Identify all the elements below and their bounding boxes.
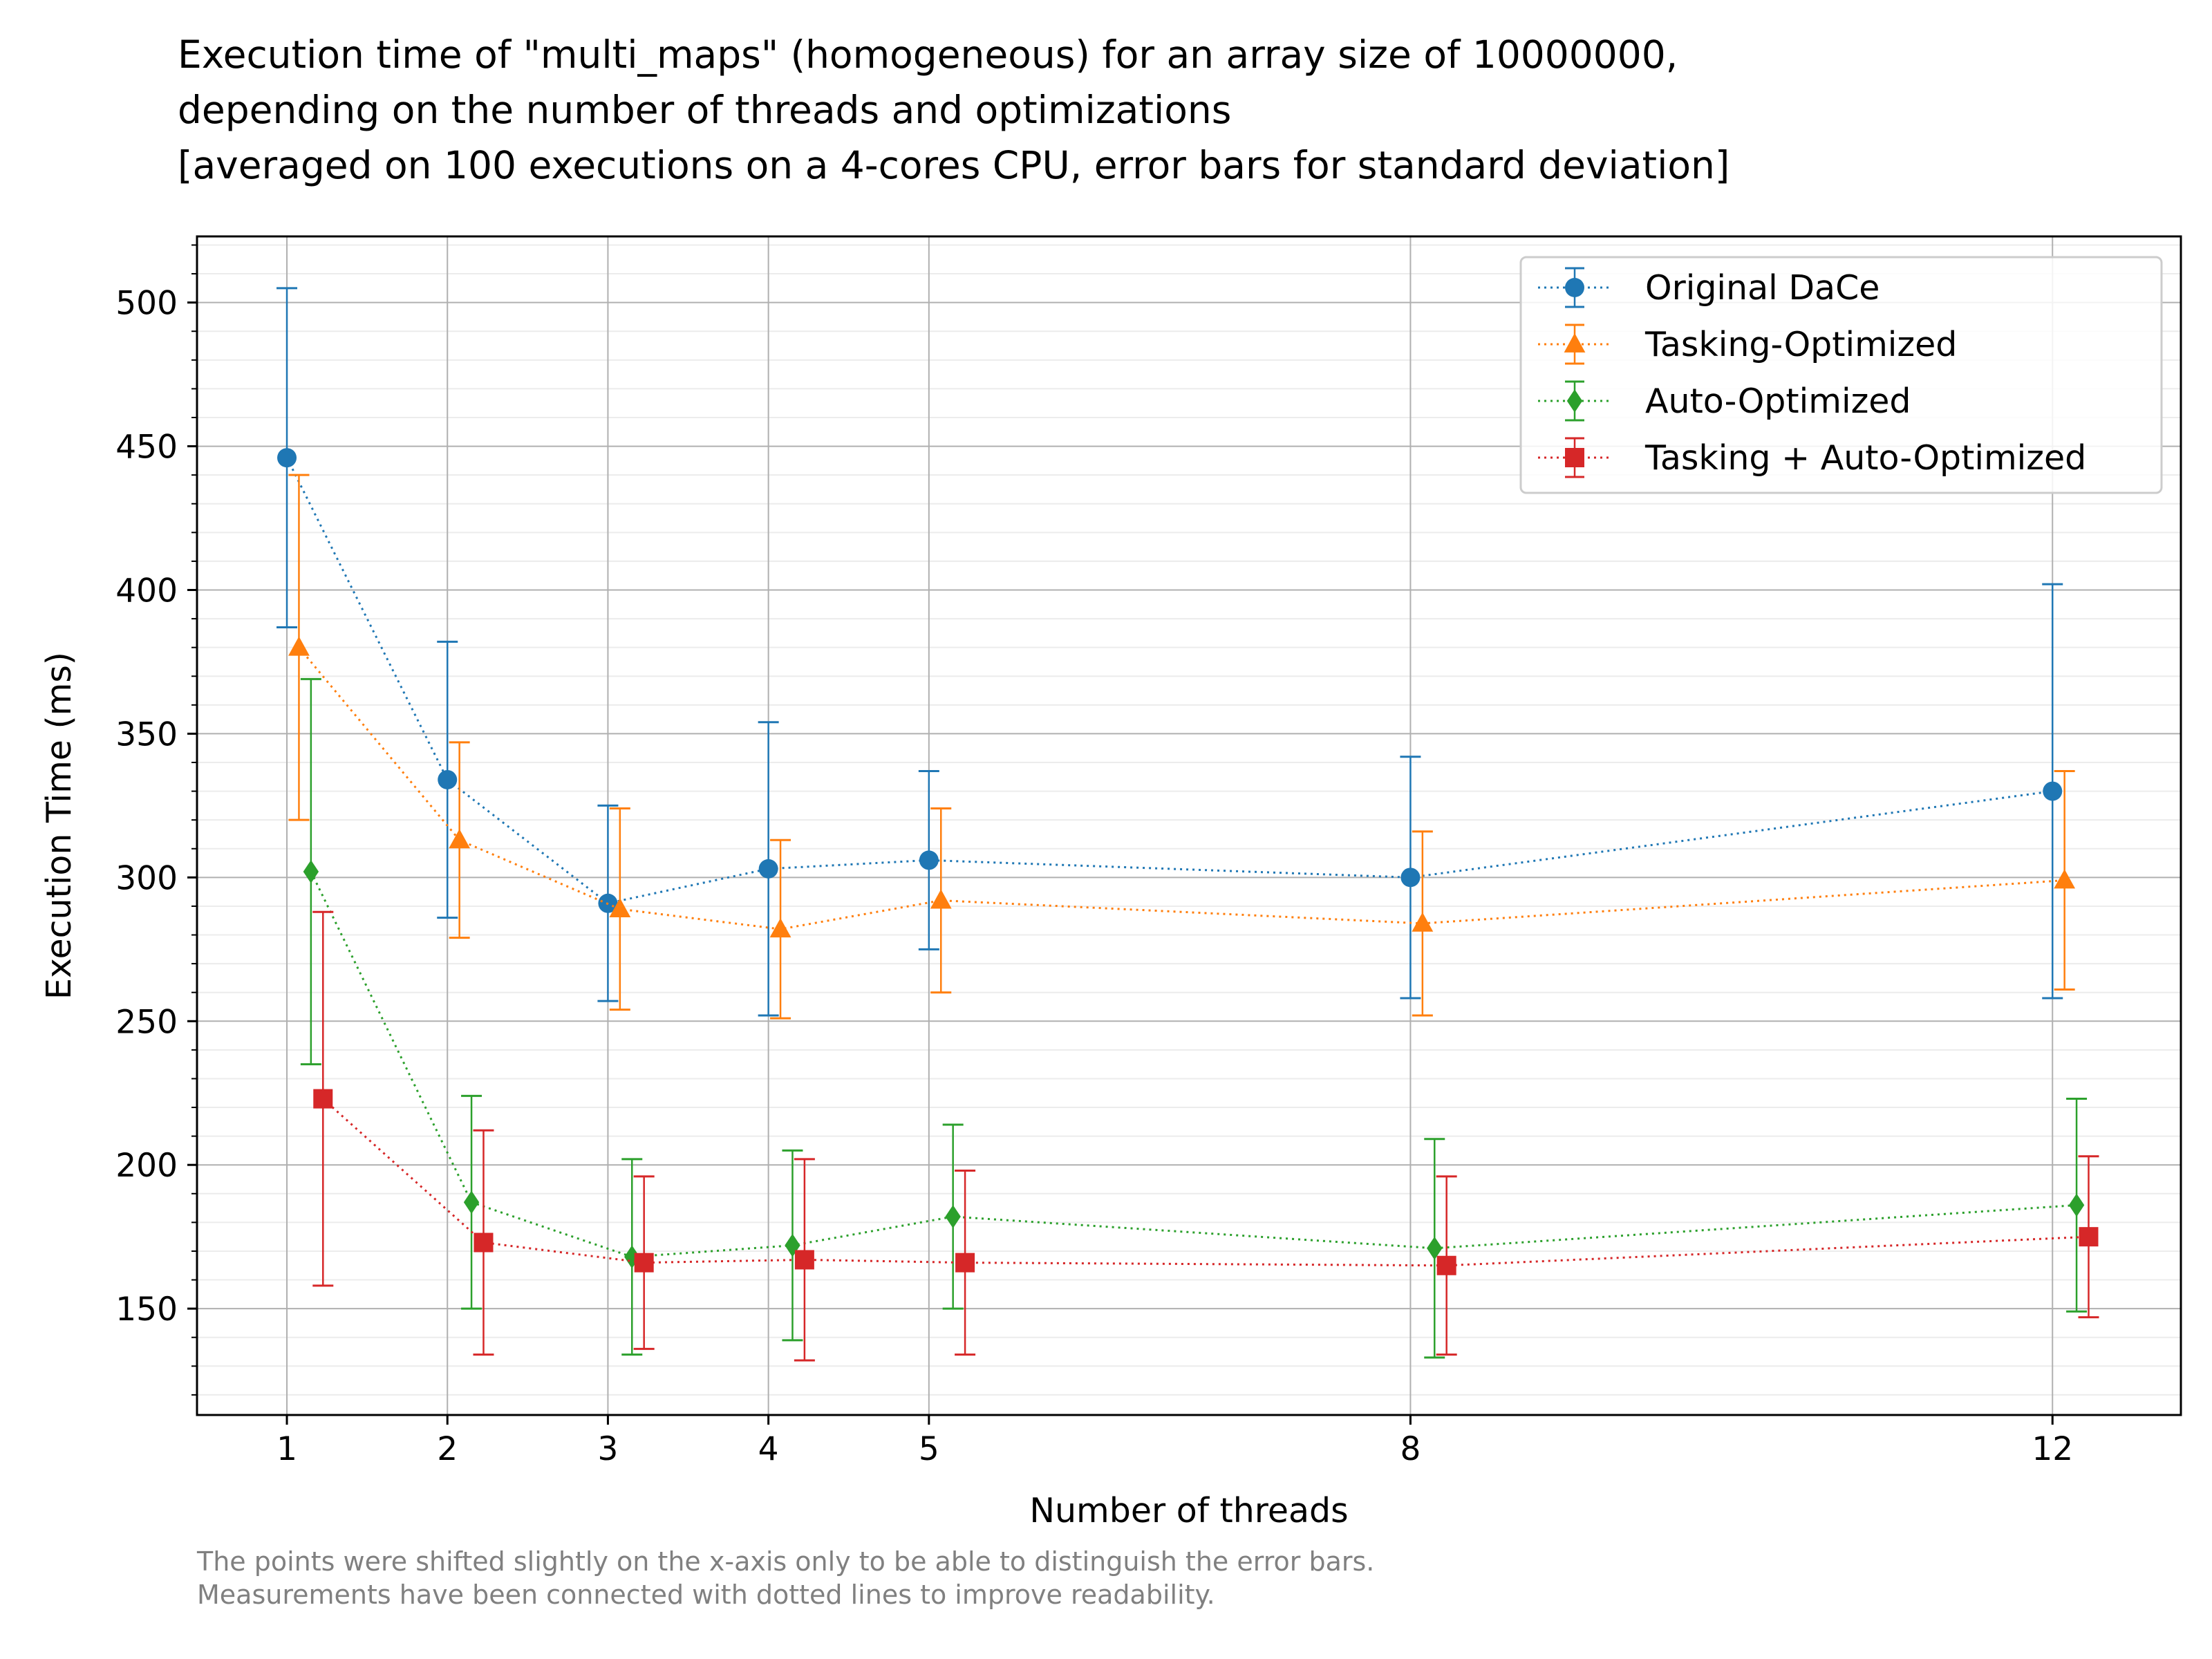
- data-point: [303, 860, 319, 883]
- plot-frame: [196, 235, 2182, 1416]
- data-point: [1400, 868, 1421, 888]
- data-point: [930, 889, 952, 909]
- x-tick-label: 1: [276, 1430, 297, 1468]
- x-tick-label: 5: [919, 1430, 939, 1468]
- y-tick-label: 500: [115, 285, 178, 323]
- legend-entry: Tasking-Optimized: [1538, 324, 1957, 365]
- data-point: [438, 769, 458, 789]
- data-point: [609, 897, 631, 917]
- series-1: [288, 474, 2076, 1020]
- data-point: [463, 1190, 480, 1215]
- data-point: [1565, 448, 1584, 467]
- series-0: [276, 287, 2063, 1017]
- data-point: [474, 1232, 494, 1253]
- y-tick-label: 350: [115, 715, 178, 753]
- y-tick-label: 450: [115, 429, 178, 467]
- series-line: [285, 457, 2053, 905]
- data-point: [955, 1253, 975, 1273]
- y-tick-label: 250: [115, 1003, 178, 1041]
- series-2: [300, 677, 2088, 1359]
- legend-label: Tasking + Auto-Optimized: [1644, 438, 2086, 478]
- x-tick-label: 8: [1400, 1430, 1421, 1468]
- x-tick-label: 3: [597, 1430, 618, 1468]
- data-point: [1412, 912, 1434, 932]
- legend-entry: Tasking + Auto-Optimized: [1538, 437, 2086, 478]
- title-line: Execution time of "multi_maps" (homogene…: [178, 32, 1678, 77]
- y-tick-label: 300: [115, 859, 178, 897]
- footnote-line: The points were shifted slightly on the …: [196, 1546, 1374, 1577]
- legend-label: Tasking-Optimized: [1644, 325, 1957, 364]
- data-point: [758, 859, 778, 879]
- legend-label: Original DaCe: [1645, 268, 1880, 308]
- y-tick-label: 200: [115, 1147, 178, 1185]
- data-point: [1565, 278, 1584, 297]
- data-point: [634, 1253, 654, 1273]
- title-line: [averaged on 100 executions on a 4-cores…: [178, 143, 1730, 187]
- x-axis-label: Number of threads: [1029, 1491, 1348, 1530]
- data-point: [1436, 1255, 1456, 1275]
- data-point: [1427, 1237, 1443, 1260]
- x-tick-label: 4: [758, 1430, 779, 1468]
- series-layer: [276, 287, 2099, 1362]
- data-point: [2054, 869, 2076, 889]
- data-point: [288, 636, 310, 656]
- legend-label: Auto-Optimized: [1645, 382, 1911, 421]
- data-point: [277, 448, 297, 468]
- legend-entry: Auto-Optimized: [1538, 380, 1911, 422]
- footnote: The points were shifted slightly on the …: [196, 1546, 1374, 1610]
- y-axis-label: Execution Time (ms): [39, 652, 79, 1000]
- data-point: [1564, 332, 1586, 353]
- series-line: [322, 1098, 2089, 1267]
- data-point: [794, 1250, 814, 1270]
- grid: [197, 236, 2181, 1415]
- footnote-line: Measurements have been connected with do…: [197, 1580, 1215, 1610]
- data-point: [785, 1233, 800, 1257]
- data-point: [2068, 1193, 2085, 1217]
- series-line: [298, 646, 2065, 930]
- data-point: [449, 829, 471, 849]
- data-point: [1566, 389, 1583, 413]
- title-line: depending on the number of threads and o…: [178, 88, 1231, 132]
- series-line: [310, 871, 2077, 1258]
- y-tick-label: 150: [115, 1291, 178, 1329]
- data-point: [945, 1205, 961, 1228]
- data-point: [769, 918, 791, 938]
- data-point: [919, 850, 939, 870]
- y-tick-label: 400: [115, 572, 178, 610]
- legend-entry: Original DaCe: [1538, 267, 1880, 308]
- legend-box: [1519, 256, 2163, 494]
- legend: Original DaCe Tasking-Optimized Auto-Optim…: [1519, 256, 2163, 494]
- data-point: [2079, 1227, 2099, 1247]
- x-tick-label: 2: [437, 1430, 458, 1468]
- chart-title: Execution time of "multi_maps" (homogene…: [178, 32, 1730, 187]
- data-point: [2043, 781, 2063, 801]
- data-point: [313, 1089, 333, 1109]
- series-3: [312, 910, 2099, 1362]
- x-tick-label: 12: [2032, 1430, 2073, 1468]
